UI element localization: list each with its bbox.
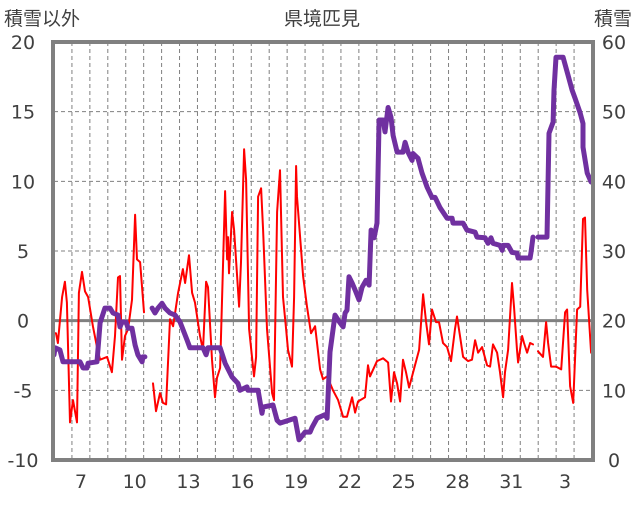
chart-title: 県境匹見 — [284, 8, 360, 30]
left-y-ticks: 20 15 10 5 0 -5 -10 — [7, 32, 38, 472]
right-y-tick-label: 50 — [602, 102, 626, 124]
x-tick-label: 31 — [499, 471, 523, 493]
x-tick-label: 13 — [176, 471, 200, 493]
x-tick-label: 3 — [559, 471, 571, 493]
right-y-tick-label: 0 — [608, 450, 620, 472]
x-tick-label: 28 — [445, 471, 469, 493]
plot-frame — [51, 40, 595, 462]
x-ticks: 7 10 13 16 19 22 25 28 31 3 — [75, 471, 571, 493]
x-tick-label: 16 — [230, 471, 254, 493]
right-y-tick-label: 10 — [602, 380, 626, 402]
snow-depth-line — [51, 54, 594, 443]
left-y-tick-label: 15 — [11, 102, 35, 124]
x-tick-label: 25 — [392, 471, 416, 493]
x-tick-label: 22 — [338, 471, 362, 493]
left-y-tick-label: 5 — [17, 241, 29, 263]
right-y-tick-label: 40 — [602, 171, 626, 193]
right-y-ticks: 60 50 40 30 20 10 0 — [602, 32, 626, 472]
left-y-tick-label: 0 — [17, 311, 29, 333]
right-y-tick-label: 20 — [602, 311, 626, 333]
x-tick-label: 7 — [75, 471, 87, 493]
x-tick-label: 19 — [284, 471, 308, 493]
left-y-tick-label: -10 — [7, 450, 38, 472]
series-lines — [51, 54, 594, 443]
left-y-tick-label: 20 — [11, 32, 35, 54]
right-y-tick-label: 30 — [602, 241, 626, 263]
right-y-tick-label: 60 — [602, 32, 626, 54]
left-y-tick-label: 10 — [11, 171, 35, 193]
right-axis-title: 積雪 — [594, 8, 632, 30]
left-y-tick-label: -5 — [14, 380, 33, 402]
left-axis-title: 積雪以外 — [4, 8, 80, 30]
x-tick-label: 10 — [123, 471, 147, 493]
